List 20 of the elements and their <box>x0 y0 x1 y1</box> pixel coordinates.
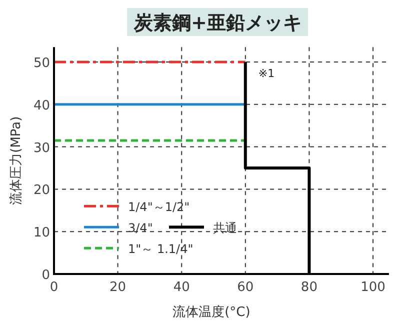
x-tick-label: 40 <box>173 280 190 295</box>
x-tick-label: 60 <box>237 280 254 295</box>
x-axis-title: 流体温度(°C) <box>172 304 250 320</box>
x-tick-label: 20 <box>110 280 126 295</box>
y-tick-label: 30 <box>33 140 50 156</box>
legend-label: 1/4"～1/2" <box>128 200 190 214</box>
legend-label: 共通 <box>213 221 237 236</box>
legend-label: 3/4" <box>128 221 153 236</box>
y-tick-label: 0 <box>42 268 50 283</box>
y-tick-label: 50 <box>33 56 50 71</box>
y-tick-label: 20 <box>33 183 50 198</box>
y-axis-title: 流体圧力(MPa) <box>8 116 24 205</box>
x-tick-label: 100 <box>360 280 386 295</box>
y-tick-label: 40 <box>33 98 50 114</box>
legend-label: 1"～ 1.1/4" <box>128 242 194 256</box>
chart-title: 炭素鋼+亜鉛メッキ <box>133 12 302 34</box>
annotation: ※1 <box>258 67 275 80</box>
title: 炭素鋼+亜鉛メッキ <box>127 8 308 36</box>
y-tick-label: 10 <box>33 226 50 241</box>
x-tick-label: 80 <box>300 280 318 295</box>
